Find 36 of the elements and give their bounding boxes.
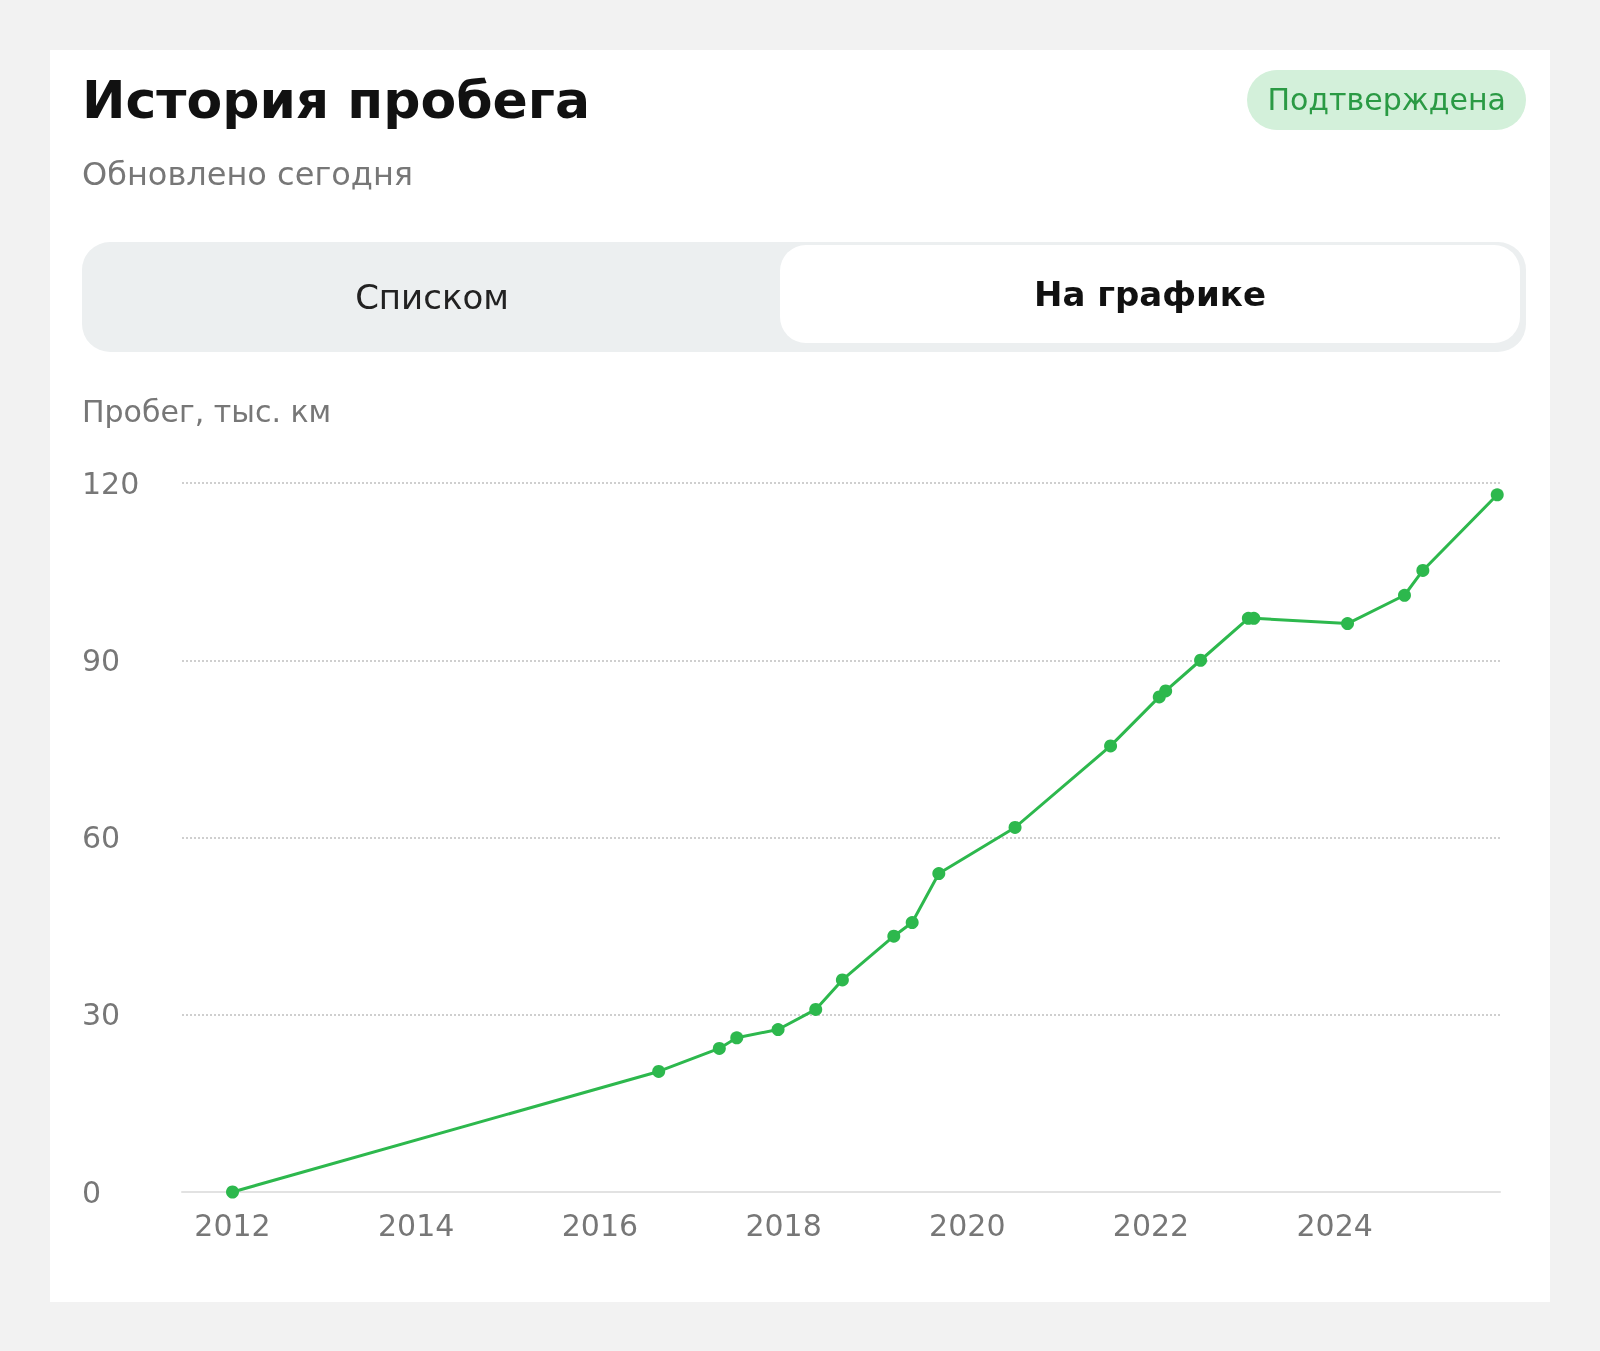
x-tick-label: 2022	[1112, 1207, 1190, 1243]
x-tick-label: 2012	[194, 1207, 271, 1243]
point	[730, 1031, 744, 1045]
x-tick-label: 2024	[1296, 1207, 1373, 1243]
point	[1416, 563, 1430, 577]
point	[771, 1023, 785, 1037]
point	[652, 1064, 666, 1078]
chart-title: История пробега	[82, 70, 591, 130]
text: На графике	[780, 245, 1520, 343]
point	[932, 867, 946, 881]
x-tick-label: 2018	[745, 1207, 822, 1243]
y-tick-label: 0	[82, 1174, 102, 1210]
y-tick-label: 120	[82, 465, 140, 501]
point	[1490, 488, 1504, 502]
point	[1194, 653, 1208, 667]
point	[905, 916, 919, 930]
y-axis-title: Пробег, тыс. км	[82, 394, 332, 429]
point	[1008, 820, 1022, 834]
point	[1341, 617, 1355, 631]
y-tick-label: 30	[82, 997, 121, 1033]
point	[712, 1041, 726, 1055]
y-tick-label: 90	[82, 642, 121, 678]
point	[809, 1002, 823, 1016]
point	[1104, 739, 1118, 753]
text: Подтверждена	[1247, 70, 1526, 130]
x-tick-label: 2014	[378, 1207, 455, 1243]
point	[1159, 684, 1173, 698]
point	[835, 973, 849, 987]
x-tick-label: 2016	[561, 1207, 639, 1243]
text: Списком	[354, 276, 510, 319]
point	[1397, 588, 1411, 602]
chart-subtitle: Обновлено сегодня	[82, 155, 414, 193]
point	[226, 1185, 240, 1199]
x-tick-label: 2020	[929, 1207, 1006, 1243]
point	[887, 929, 901, 943]
y-tick-label: 60	[82, 820, 121, 855]
